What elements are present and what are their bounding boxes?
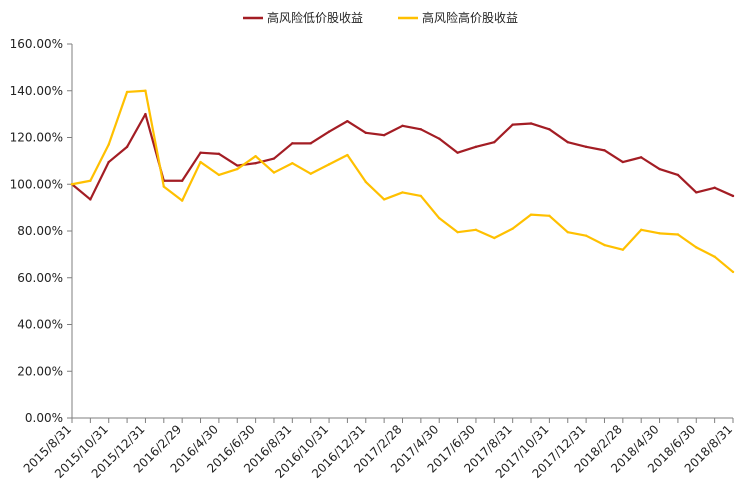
data-point-series-2 (346, 153, 349, 157)
data-point-series-1 (107, 160, 110, 164)
data-point-series-2 (162, 185, 166, 188)
y-tick-label: 140.00% (10, 84, 63, 98)
data-point-series-2 (401, 191, 404, 194)
y-tick-label: 160.00% (10, 37, 63, 51)
data-point-series-1 (695, 191, 698, 194)
y-tick-label: 60.00% (17, 271, 63, 285)
data-point-series-2 (713, 255, 716, 258)
data-point-series-1 (511, 123, 514, 126)
data-point-series-1 (199, 151, 202, 154)
data-point-series-2 (199, 160, 202, 164)
data-point-series-2 (511, 227, 514, 230)
data-point-series-2 (309, 172, 312, 175)
data-point-series-1 (566, 140, 569, 144)
data-point-series-2 (254, 155, 257, 158)
series-lines (70, 89, 735, 274)
data-point-series-2 (364, 180, 367, 184)
legend-label-series-1: 高风险低价股收益 (267, 10, 363, 25)
data-point-series-1 (291, 142, 294, 145)
data-point-series-1 (456, 151, 459, 154)
data-point-series-2 (731, 270, 735, 274)
data-point-series-2 (548, 214, 551, 218)
data-point-series-2 (291, 162, 294, 165)
data-point-series-1 (382, 133, 386, 137)
data-point-series-1 (180, 179, 184, 182)
y-tick-label: 100.00% (10, 177, 63, 191)
data-point-series-2 (144, 89, 147, 92)
data-point-series-2 (107, 143, 110, 146)
data-point-series-1 (144, 112, 147, 116)
data-point-series-1 (493, 140, 496, 144)
data-point-series-2 (180, 199, 184, 202)
y-tick-label: 40.00% (17, 318, 63, 332)
data-point-series-2 (658, 232, 661, 235)
data-point-series-1 (676, 173, 680, 177)
data-point-series-1 (364, 131, 367, 135)
data-point-series-1 (603, 149, 606, 152)
data-point-series-1 (419, 128, 423, 131)
data-point-series-1 (217, 152, 221, 156)
axes: 0.00% 20.00% 40.00% 60.00% 80.00% 100.00% 120.… (10, 37, 736, 481)
data-point-series-1 (621, 160, 625, 164)
legend: 高风险低价股收益 高风险高价股收益 (243, 10, 518, 25)
data-point-series-1 (236, 164, 239, 167)
data-point-series-1 (125, 145, 129, 149)
y-tick-label: 80.00% (17, 224, 63, 238)
y-tick-label: 120.00% (10, 131, 63, 145)
data-point-series-1 (639, 156, 643, 159)
data-point-series-1 (474, 145, 478, 149)
data-point-series-1 (272, 157, 276, 160)
data-point-series-2 (529, 213, 533, 216)
data-point-series-2 (603, 243, 606, 247)
data-point-series-1 (309, 142, 312, 145)
data-point-series-2 (695, 246, 698, 249)
data-point-series-2 (621, 248, 625, 251)
data-point-series-2 (438, 216, 441, 220)
data-point-series-1 (713, 186, 716, 189)
data-point-series-2 (474, 228, 478, 232)
data-point-series-2 (676, 233, 680, 236)
data-point-series-2 (456, 230, 459, 234)
data-point-series-1 (327, 130, 331, 133)
data-point-series-2 (639, 228, 643, 232)
data-point-series-2 (89, 179, 92, 182)
data-point-series-1 (529, 122, 533, 125)
y-tick-label: 0.00% (25, 411, 63, 425)
legend-label-series-2: 高风险高价股收益 (422, 10, 518, 25)
data-point-series-1 (254, 162, 257, 165)
data-point-series-2 (236, 167, 239, 171)
data-point-series-2 (566, 230, 569, 234)
data-point-series-2 (493, 236, 496, 240)
data-point-series-1 (401, 124, 404, 128)
data-point-series-1 (731, 194, 735, 198)
data-point-series-2 (584, 234, 588, 237)
data-point-series-1 (548, 128, 551, 131)
data-point-series-2 (327, 163, 331, 166)
data-point-series-2 (217, 173, 221, 177)
data-point-series-1 (584, 145, 588, 149)
data-point-series-2 (70, 183, 74, 186)
data-point-series-2 (272, 171, 276, 174)
data-point-series-1 (658, 167, 661, 171)
y-tick-label: 20.00% (17, 364, 63, 378)
data-point-series-2 (382, 198, 386, 201)
data-point-series-2 (125, 90, 129, 94)
data-point-series-1 (346, 119, 349, 123)
data-point-series-1 (438, 137, 441, 140)
data-point-series-2 (419, 194, 423, 198)
data-point-series-1 (89, 198, 92, 201)
